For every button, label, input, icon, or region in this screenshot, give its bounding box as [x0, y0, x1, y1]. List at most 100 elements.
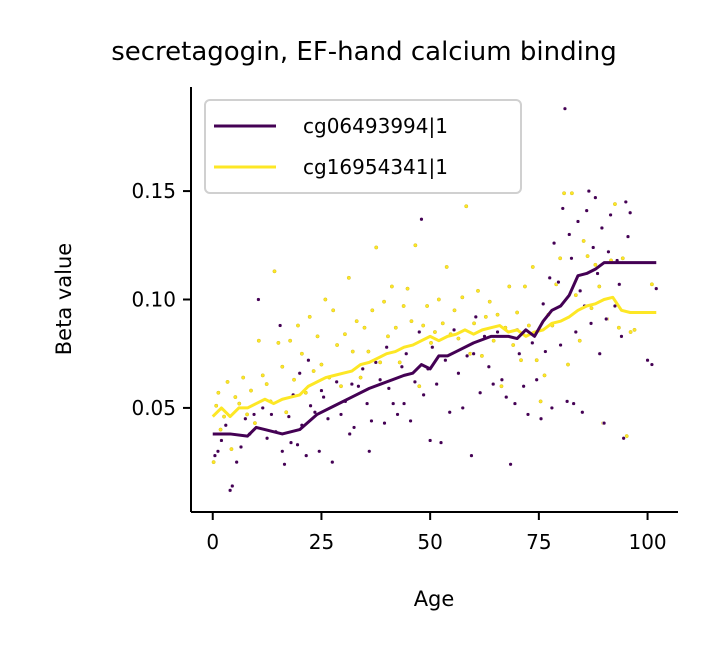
scatter-point-series-2 — [491, 338, 496, 343]
scatter-point-series-2 — [515, 310, 520, 315]
scatter-point-series-2 — [311, 369, 316, 374]
scatter-point-series-2 — [522, 284, 527, 289]
scatter-point-series-1 — [464, 353, 470, 359]
scatter-point-series-1 — [654, 286, 659, 291]
scatter-point-series-1 — [521, 384, 526, 389]
scatter-point-series-2 — [526, 323, 531, 328]
scatter-point-series-1 — [451, 327, 457, 333]
scatter-point-series-1 — [382, 420, 387, 426]
scatter-point-series-1 — [575, 219, 581, 224]
scatter-point-series-1 — [360, 366, 365, 372]
scatter-point-series-2 — [350, 349, 355, 354]
scatter-point-series-2 — [417, 384, 422, 389]
axes: 0 25 50 75 100 0.05 0.10 0.15 — [131, 87, 678, 554]
scatter-point-series-1 — [325, 416, 331, 421]
scatter-point-series-2 — [460, 295, 465, 300]
scatter-point-series-2 — [620, 256, 625, 261]
scatter-point-series-1 — [621, 436, 626, 441]
scatter-point-series-2 — [593, 262, 598, 267]
scatter-point-series-1 — [438, 440, 444, 445]
scatter-point-series-1 — [367, 449, 372, 454]
scatter-point-series-2 — [319, 362, 324, 367]
plot-area — [211, 106, 659, 493]
scatter-point-series-1 — [486, 364, 492, 369]
scatter-point-series-1 — [256, 297, 261, 302]
scatter-point-series-1 — [364, 401, 370, 406]
scatter-point-series-1 — [573, 329, 579, 335]
scatter-point-series-2 — [472, 321, 477, 326]
scatter-point-series-1 — [227, 488, 233, 493]
scatter-point-series-1 — [541, 301, 546, 307]
scatter-point-series-1 — [304, 453, 309, 458]
scatter-point-series-1 — [295, 442, 300, 447]
legend-box — [204, 99, 522, 194]
scatter-point-series-2 — [211, 460, 216, 465]
scatter-point-series-1 — [588, 321, 594, 326]
scatter-point-series-2 — [597, 284, 602, 289]
scatter-point-series-1 — [230, 483, 235, 489]
scatter-point-series-2 — [425, 304, 430, 308]
x-ticks: 0 25 50 75 100 — [206, 512, 667, 554]
scatter-point-series-2 — [585, 254, 590, 259]
scatter-point-series-1 — [538, 416, 544, 421]
scatter-point-series-2 — [624, 434, 629, 439]
points-layer — [211, 106, 659, 493]
scatter-point-series-1 — [412, 379, 418, 385]
scatter-point-series-2 — [632, 327, 637, 332]
scatter-point-series-2 — [292, 377, 296, 382]
scatter-point-series-1 — [517, 351, 522, 356]
scatter-point-series-1 — [317, 449, 322, 454]
scatter-point-series-1 — [234, 459, 239, 465]
scatter-point-series-2 — [479, 353, 484, 358]
scatter-point-series-2 — [577, 338, 582, 343]
scatter-point-series-1 — [260, 405, 265, 411]
scatter-point-series-1 — [419, 217, 424, 222]
legend-label-series-2: cg16954341|1 — [303, 155, 448, 179]
scatter-point-series-1 — [251, 412, 257, 417]
scatter-point-series-1 — [347, 431, 352, 437]
scatter-point-series-2 — [405, 286, 410, 291]
scatter-point-series-1 — [369, 418, 374, 424]
scatter-point-series-1 — [471, 351, 476, 356]
scatter-point-series-2 — [299, 351, 304, 356]
scatter-point-series-1 — [551, 240, 557, 246]
scatter-point-series-2 — [436, 297, 441, 302]
scatter-point-series-2 — [628, 330, 633, 334]
scatter-point-series-1 — [443, 358, 448, 363]
scatter-point-series-1 — [595, 271, 600, 276]
scatter-point-series-2 — [374, 245, 379, 250]
scatter-point-series-2 — [241, 375, 246, 380]
scatter-point-series-1 — [282, 462, 287, 467]
legend-label-series-1: cg06493994|1 — [303, 114, 448, 138]
scatter-point-series-1 — [351, 425, 357, 430]
scatter-point-series-1 — [308, 403, 313, 408]
scatter-point-series-2 — [296, 323, 300, 328]
trend-lines — [211, 261, 657, 438]
scatter-point-series-2 — [342, 332, 347, 337]
scatter-point-series-2 — [581, 239, 586, 243]
scatter-point-series-1 — [547, 275, 552, 281]
scatter-point-series-2 — [393, 325, 398, 330]
scatter-point-series-1 — [556, 279, 561, 285]
scatter-point-series-1 — [562, 106, 568, 111]
scatter-point-series-1 — [399, 364, 405, 369]
scatter-point-series-2 — [225, 379, 230, 384]
scatter-point-series-1 — [567, 232, 572, 237]
scatter-point-series-2 — [534, 358, 539, 363]
scatter-point-series-1 — [608, 212, 613, 218]
scatter-point-series-1 — [330, 459, 335, 465]
scatter-point-series-2 — [558, 256, 563, 261]
scatter-point-series-1 — [477, 390, 483, 395]
scatter-point-series-2 — [483, 314, 488, 319]
scatter-point-series-1 — [312, 410, 318, 415]
scatter-point-series-2 — [335, 343, 340, 347]
x-axis-label: Age — [414, 587, 455, 611]
scatter-point-series-2 — [276, 340, 281, 345]
scatter-point-series-1 — [238, 444, 244, 450]
scatter-point-series-1 — [319, 388, 324, 393]
scatter-point-series-1 — [617, 282, 622, 287]
scatter-point-series-2 — [245, 412, 250, 417]
scatter-point-series-2 — [421, 323, 426, 328]
scatter-point-series-2 — [382, 299, 387, 304]
